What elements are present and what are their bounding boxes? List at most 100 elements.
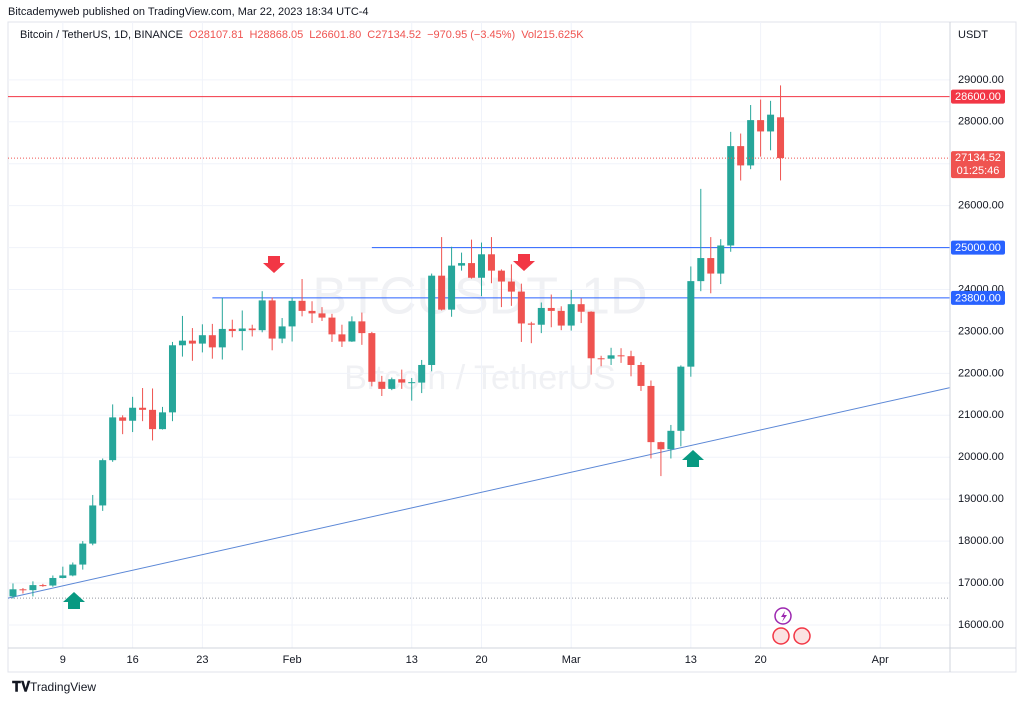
candle-body <box>727 146 735 246</box>
arrow-down <box>513 254 535 271</box>
candle-body <box>448 265 456 310</box>
candle-body <box>228 328 236 332</box>
x-tick-label: 20 <box>754 654 766 666</box>
candle-body <box>318 313 326 318</box>
candle-body <box>119 417 127 421</box>
candle-body <box>278 326 286 339</box>
legend-item: Bitcoin / TetherUS, 1D, BINANCE <box>20 29 183 41</box>
candle-body <box>418 364 426 383</box>
candle-body <box>458 263 466 266</box>
candle-body <box>159 412 167 430</box>
candle-body <box>517 291 525 324</box>
candle-body <box>338 334 346 342</box>
candle-body <box>607 355 615 359</box>
level-label-box <box>951 89 1005 104</box>
candle-body <box>398 379 406 383</box>
y-tick-label: 23000.00 <box>958 325 1004 337</box>
candle-body <box>567 304 575 326</box>
x-tick-label: 20 <box>475 654 487 666</box>
y-tick-label: 28000.00 <box>958 116 1004 128</box>
legend-item: Vol215.625K <box>521 29 584 41</box>
candle-body <box>69 564 77 576</box>
candle-body <box>288 300 296 327</box>
x-tick-label: Mar <box>562 654 581 666</box>
candle-body <box>49 577 57 586</box>
x-tick-label: Apr <box>872 654 889 666</box>
candle-body <box>39 585 47 587</box>
candle-body <box>79 543 87 565</box>
x-tick-label: 23 <box>196 654 208 666</box>
candle-body <box>198 335 206 344</box>
candle-body <box>777 117 785 159</box>
event-icon-glyph <box>781 611 787 622</box>
candle-body <box>378 381 386 389</box>
candle-body <box>747 120 755 166</box>
candle-body <box>657 442 665 450</box>
candle-body <box>477 254 485 278</box>
level-label-box <box>951 290 1005 305</box>
candle-body <box>109 417 117 461</box>
arrow-up <box>682 450 704 467</box>
y-tick-label: 26000.00 <box>958 200 1004 212</box>
candle-body <box>637 364 645 386</box>
candle-body <box>298 300 306 311</box>
y-tick-label: 17000.00 <box>958 577 1004 589</box>
last-price-label: 27134.52 <box>955 152 1001 164</box>
candle-body <box>677 366 685 431</box>
event-icon[interactable] <box>772 627 790 645</box>
candle-body <box>507 281 515 292</box>
candle-body <box>617 355 625 357</box>
candle-body <box>627 356 635 365</box>
frame <box>7 21 1017 673</box>
candle-body <box>577 304 585 312</box>
candle-body <box>428 275 436 365</box>
candle-body <box>348 321 356 342</box>
candle-body <box>697 258 705 282</box>
legend-item: H28868.05 <box>249 29 303 41</box>
candle-body <box>218 328 226 348</box>
candle-body <box>438 275 446 310</box>
candle-body <box>557 310 565 326</box>
legend-item: L26601.80 <box>309 29 361 41</box>
candle-body <box>737 146 745 166</box>
candle-body <box>368 333 376 382</box>
candle-body <box>9 589 17 597</box>
y-tick-label: 18000.00 <box>958 535 1004 547</box>
candle-body <box>149 409 157 430</box>
plot <box>7 22 951 648</box>
arrow-down <box>263 256 285 273</box>
candle-body <box>468 263 476 278</box>
candle-body <box>238 328 246 332</box>
candle-body <box>248 328 256 331</box>
candle-body <box>89 505 97 544</box>
candle-body <box>388 379 396 389</box>
arrow-up <box>63 592 85 609</box>
event-icon[interactable] <box>793 627 811 645</box>
candle-body <box>717 245 725 274</box>
candle-body <box>99 460 107 506</box>
watermark-sub: Bitcoin / TetherUS <box>344 359 616 397</box>
x-tick-label: 13 <box>685 654 697 666</box>
candle-body <box>258 300 266 331</box>
y-tick-label: 20000.00 <box>958 451 1004 463</box>
candle-body <box>19 589 27 591</box>
legend-item: −970.95 (−3.45%) <box>427 29 515 41</box>
y-tick-label: 22000.00 <box>958 367 1004 379</box>
y-axis-label: USDT <box>958 29 988 41</box>
legend-item: C27134.52 <box>367 29 421 41</box>
candle-body <box>647 385 655 443</box>
candle-body <box>188 340 196 344</box>
candle-body <box>547 307 555 311</box>
x-tick-label: 9 <box>60 654 66 666</box>
x-tick-label: 16 <box>126 654 138 666</box>
level-label: 23800.00 <box>955 292 1001 304</box>
y-tick-label: 29000.00 <box>958 74 1004 86</box>
level-label: 28600.00 <box>955 91 1001 103</box>
countdown: 01:25:46 <box>957 165 1000 177</box>
candle-body <box>587 311 595 359</box>
candle-body <box>178 340 186 346</box>
x-tick-label: 13 <box>406 654 418 666</box>
